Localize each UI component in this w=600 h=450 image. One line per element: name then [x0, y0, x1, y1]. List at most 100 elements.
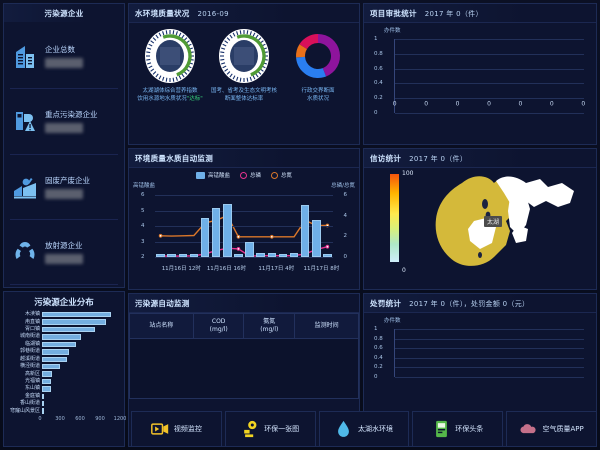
chart-bar[interactable]: [167, 253, 176, 257]
chart-bar[interactable]: [211, 208, 221, 257]
news-column-icon: [432, 420, 450, 438]
distribution-bar[interactable]: [42, 363, 60, 370]
gridline: [395, 357, 584, 359]
bar-data-label: 0: [581, 100, 586, 108]
gauge-svg: [219, 29, 269, 83]
distribution-bar-row[interactable]: 东山镇: [6, 385, 120, 392]
distribution-bar-track: [42, 356, 120, 363]
y-tick: 0.6: [374, 65, 383, 72]
water-drop-icon: [335, 420, 353, 438]
distribution-bar[interactable]: [42, 312, 111, 318]
chart-bar[interactable]: [223, 203, 232, 257]
distribution-bar[interactable]: [42, 401, 44, 407]
distribution-bar-label: 胥口镇: [24, 326, 40, 333]
distribution-bar-row[interactable]: 高新区: [6, 370, 120, 377]
kpi-label-radiation-enterprises: 放射源企业: [45, 240, 83, 250]
col-line1: 监测时间: [314, 322, 339, 329]
x-tick: 11月16日 12时: [161, 266, 201, 272]
distribution-bar[interactable]: [42, 378, 52, 385]
gauge-caption: 国考、省考及生态文明考核 断面整体达标率: [211, 87, 277, 103]
legend-item[interactable]: 高锰酸盐: [195, 171, 230, 179]
toolbar-button-water-drop[interactable]: 太湖水环境: [318, 411, 410, 447]
chart-bar[interactable]: [178, 253, 188, 257]
gridline: [395, 113, 584, 114]
kpi-texts: 企业总数: [45, 44, 83, 69]
kpi-row-solid-waste-enterprises[interactable]: 固废产废企业: [10, 155, 118, 220]
chart-bar[interactable]: [278, 253, 288, 257]
distribution-bar[interactable]: [42, 408, 44, 414]
distribution-bar-row[interactable]: 穹窿山风景区: [6, 407, 120, 414]
chart-bar[interactable]: [200, 218, 210, 257]
chart-bar[interactable]: [156, 253, 165, 257]
toolbar-label: 环保头条: [455, 425, 484, 433]
kpi-row-radiation-enterprises[interactable]: 放射源企业: [10, 220, 118, 285]
legend-item[interactable]: 总氮: [271, 171, 292, 179]
distribution-bar-row[interactable]: 郭巷街道: [6, 348, 120, 355]
building-icon: [12, 42, 38, 70]
chart-bar[interactable]: [189, 253, 199, 257]
kpi-value-total-enterprises: [45, 58, 83, 69]
chart-bar[interactable]: [256, 252, 265, 257]
table-row[interactable]: [129, 338, 359, 399]
distribution-bar-track: [42, 400, 120, 407]
colorbar-min-label: 0: [402, 267, 406, 274]
enterprise-distribution-panel: 污染源企业分布 木渎镇 甪直镇 胥口镇 城南街道 临湖镇 郭巷街道 越溪街道 横泾街道 高新区光…: [3, 291, 126, 447]
distribution-bar[interactable]: [42, 393, 44, 400]
gauge-caption-line1: 国考、省考及生态文明考核: [210, 88, 277, 94]
distribution-bar-label: 高新区: [24, 370, 40, 377]
distribution-bar-row[interactable]: 甪直镇: [6, 318, 120, 325]
distribution-bar-row[interactable]: 香山街道: [6, 400, 120, 407]
water-quality-period: 2016-09: [197, 10, 229, 18]
legend-item[interactable]: 总磷: [239, 171, 261, 179]
petition-map[interactable]: 100 0 太湖: [368, 168, 592, 276]
distribution-bar-row[interactable]: 横泾街道: [6, 363, 120, 370]
gauge-svg: [296, 34, 340, 78]
distribution-bar[interactable]: [42, 334, 81, 340]
distribution-bar[interactable]: [42, 341, 76, 348]
distribution-bar[interactable]: [42, 319, 107, 325]
distribution-bar[interactable]: [42, 371, 52, 377]
toolbar-button-video-camera[interactable]: 视频监控: [131, 411, 222, 447]
distribution-bar[interactable]: [42, 356, 67, 362]
distribution-bar-row[interactable]: 光福镇: [6, 378, 120, 385]
legend-dot-swatch: [271, 171, 278, 179]
table-column-header[interactable]: 站点名称: [129, 313, 194, 339]
gauge-caption-line1: 行政交界断面: [301, 88, 335, 94]
water-quality-gauge[interactable]: 国考、省考及生态文明考核 断面整体达标率: [209, 29, 279, 103]
table-column-header[interactable]: 氨氮 (mg/l): [243, 313, 296, 339]
table-column-header[interactable]: COD (mg/l): [192, 313, 245, 339]
water-quality-gauge[interactable]: 行政交界断面 水质状况: [283, 29, 353, 103]
distribution-bar-row[interactable]: 城南街道: [6, 333, 120, 340]
chart-bar[interactable]: [245, 241, 254, 257]
distribution-bar[interactable]: [42, 386, 51, 392]
chart-bar[interactable]: [300, 205, 310, 257]
distribution-bar-row[interactable]: 金庭镇: [6, 393, 120, 400]
chart-bar[interactable]: [267, 253, 277, 257]
toolbar-button-cloud[interactable]: 空气质量APP: [506, 411, 597, 447]
map-label-taihu: 太湖: [484, 216, 503, 227]
chart-bar[interactable]: [323, 253, 332, 257]
kpi-row-key-pollution-enterprises[interactable]: 重点污染源企业: [10, 89, 118, 155]
distribution-bar[interactable]: [42, 349, 69, 355]
factory-alert-icon: [12, 107, 38, 135]
distribution-bar-row[interactable]: 木渎镇: [6, 311, 120, 318]
toolbar-button-map-pin[interactable]: 环保一张图: [224, 411, 316, 447]
gridline: [395, 348, 584, 350]
chart-bar[interactable]: [234, 253, 243, 257]
toolbar-button-news-column[interactable]: 环保头条: [412, 411, 504, 447]
water-quality-gauge[interactable]: 太湖湖体综合营养指数 饮用水源地水质状况"达标": [135, 29, 205, 103]
gauge-caption-line2: 饮用水源地水质状况: [137, 96, 187, 102]
panel-title-auto-monitor: 环境质量水质自动监测: [129, 149, 359, 168]
distribution-bar[interactable]: [42, 326, 95, 333]
kpi-row-total-enterprises[interactable]: 企业总数: [10, 24, 118, 90]
y2-tick: 4: [343, 212, 348, 219]
distribution-bar-chart: 木渎镇 甪直镇 胥口镇 城南街道 临湖镇 郭巷街道 越溪街道 横泾街道 高新区 光福镇 东山镇 金庭镇…: [4, 311, 126, 446]
chart-bar[interactable]: [312, 219, 321, 257]
distribution-bar-row[interactable]: 临湖镇: [6, 341, 120, 348]
table-column-header[interactable]: 监测时间: [294, 313, 359, 339]
distribution-bar-row[interactable]: 胥口镇: [6, 326, 120, 333]
chart-bar[interactable]: [289, 253, 299, 257]
distribution-bar-row[interactable]: 越溪街道: [6, 356, 120, 363]
y-tick: 0.8: [374, 335, 383, 342]
